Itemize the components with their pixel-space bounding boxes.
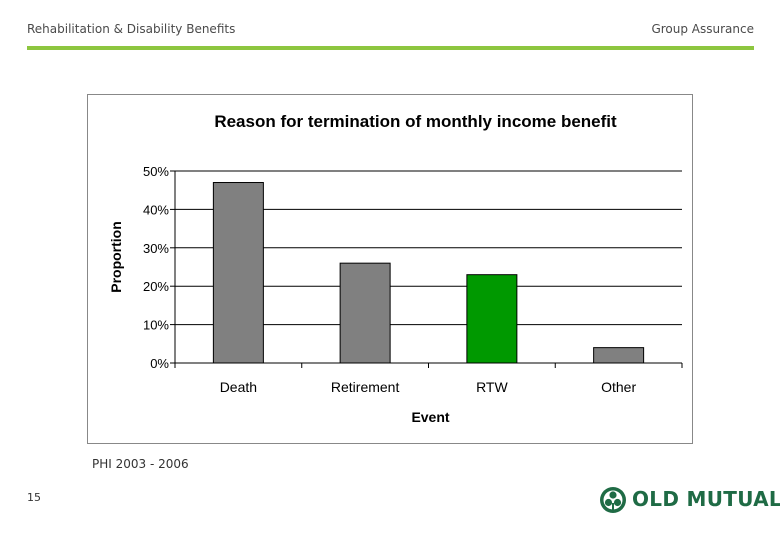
y-tick-label: 40%: [143, 202, 169, 217]
x-tick-label: Retirement: [331, 379, 400, 395]
header-accent-bar: [27, 46, 754, 50]
bar-rtw: [466, 274, 518, 364]
x-tick-label: Death: [220, 379, 257, 395]
x-axis-label: Event: [411, 409, 449, 425]
y-tick-label: 50%: [143, 164, 169, 179]
company-logo: OLD MUTUAL: [598, 483, 780, 517]
y-tick-label: 0%: [150, 356, 169, 371]
bar-chart: Reason for termination of monthly income…: [108, 112, 683, 425]
y-axis-label: Proportion: [108, 221, 124, 293]
bar-other: [593, 347, 645, 364]
logo-emblem-icon: [600, 487, 626, 513]
header-left-title: Rehabilitation & Disability Benefits: [27, 22, 236, 36]
bar-death: [212, 182, 264, 364]
logo-text: OLD MUTUAL: [632, 487, 780, 511]
y-tick-label: 20%: [143, 279, 169, 294]
page-number: 15: [27, 491, 41, 504]
x-tick-label: RTW: [476, 379, 508, 395]
x-tick-label: Other: [601, 379, 636, 395]
y-tick-label: 30%: [143, 241, 169, 256]
y-tick-label: 10%: [143, 318, 169, 333]
data-period-note: PHI 2003 - 2006: [92, 457, 189, 471]
chart-container: Reason for termination of monthly income…: [87, 94, 693, 444]
header-right-title: Group Assurance: [651, 22, 754, 36]
bar-retirement: [339, 262, 391, 364]
chart-title: Reason for termination of monthly income…: [214, 112, 617, 131]
